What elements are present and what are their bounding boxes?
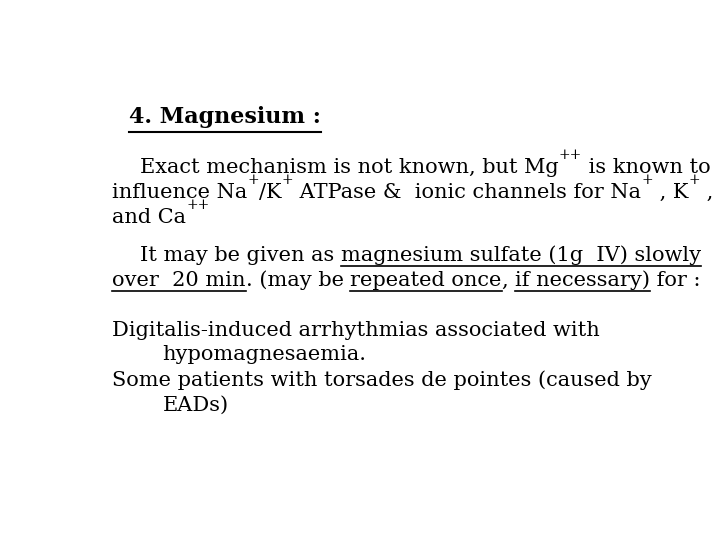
Text: +: + xyxy=(282,173,293,187)
Text: 4. Magnesium :: 4. Magnesium : xyxy=(129,106,321,129)
Text: and Ca: and Ca xyxy=(112,208,186,227)
Text: is known to: is known to xyxy=(582,158,711,177)
Text: influence Na: influence Na xyxy=(112,183,248,202)
Text: . (may be: . (may be xyxy=(246,271,351,291)
Text: /K: /K xyxy=(259,183,282,202)
Text: hypomagnesaemia.: hypomagnesaemia. xyxy=(163,346,366,365)
Text: if necessary): if necessary) xyxy=(515,271,650,291)
Text: ,: , xyxy=(502,271,515,289)
Text: Some patients with torsades de pointes (caused by: Some patients with torsades de pointes (… xyxy=(112,370,652,390)
Text: over  20 min: over 20 min xyxy=(112,271,246,289)
Text: +: + xyxy=(688,173,700,187)
Text: Exact mechanism is not known, but Mg: Exact mechanism is not known, but Mg xyxy=(140,158,559,177)
Text: It may be given as: It may be given as xyxy=(140,246,341,265)
Text: , K: , K xyxy=(653,183,688,202)
Text: EADs): EADs) xyxy=(163,395,229,414)
Text: +: + xyxy=(642,173,653,187)
Text: ,: , xyxy=(700,183,714,202)
Text: Digitalis-induced arrhythmias associated with: Digitalis-induced arrhythmias associated… xyxy=(112,321,600,340)
Text: repeated once: repeated once xyxy=(351,271,502,289)
Text: for :: for : xyxy=(650,271,701,289)
Text: ++: ++ xyxy=(559,148,582,162)
Text: +: + xyxy=(248,173,259,187)
Text: ATPase &  ionic channels for Na: ATPase & ionic channels for Na xyxy=(293,183,642,202)
Text: ++: ++ xyxy=(186,198,210,212)
Text: magnesium sulfate (1g  IV) slowly: magnesium sulfate (1g IV) slowly xyxy=(341,246,701,265)
